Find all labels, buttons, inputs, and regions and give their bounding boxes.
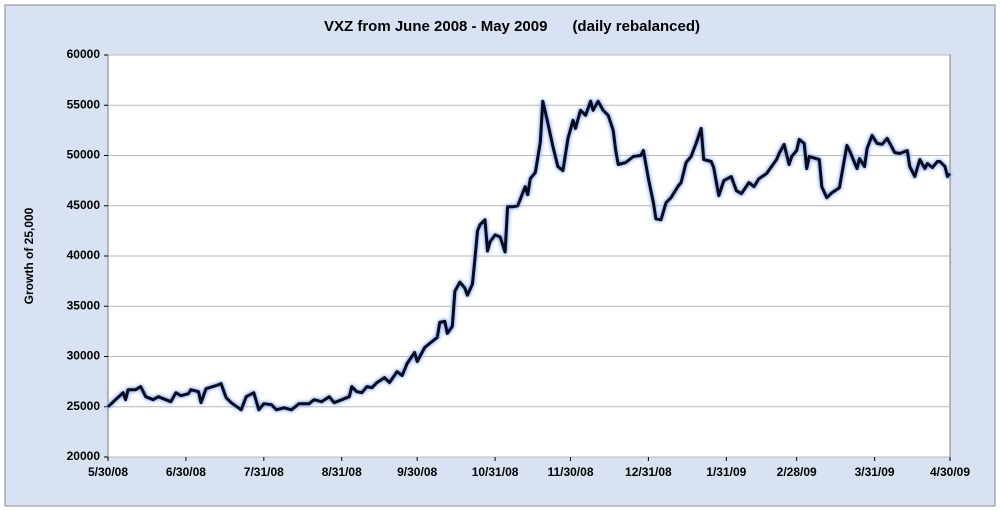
y-tick-label: 50000 — [67, 148, 101, 162]
y-tick-label: 40000 — [67, 248, 101, 262]
y-tick-label: 55000 — [67, 97, 101, 111]
x-tick-label: 9/30/08 — [397, 465, 437, 479]
x-tick-label: 3/31/09 — [855, 465, 895, 479]
x-tick-label: 7/31/08 — [244, 465, 284, 479]
x-tick-label: 1/31/09 — [706, 465, 746, 479]
y-tick-label: 35000 — [67, 298, 101, 312]
x-tick-label: 8/31/08 — [322, 465, 362, 479]
y-tick-label: 60000 — [67, 47, 101, 61]
chart-title: VXZ from June 2008 - May 2009 (daily reb… — [324, 18, 700, 35]
y-tick-label: 30000 — [67, 349, 101, 363]
x-tick-label: 11/30/08 — [547, 465, 593, 479]
x-tick-label: 4/30/09 — [930, 465, 970, 479]
y-tick-label: 25000 — [67, 399, 101, 413]
y-axis-label: Growth of 25,000 — [22, 207, 36, 304]
x-tick-label: 5/30/08 — [88, 465, 128, 479]
y-tick-label: 20000 — [67, 449, 101, 463]
x-tick-label: 6/30/08 — [166, 465, 206, 479]
x-tick-label: 10/31/08 — [472, 465, 519, 479]
y-tick-label: 45000 — [67, 198, 101, 212]
x-tick-label: 12/31/08 — [625, 465, 672, 479]
data-line — [106, 99, 952, 412]
x-tick-label: 2/28/09 — [777, 465, 817, 479]
